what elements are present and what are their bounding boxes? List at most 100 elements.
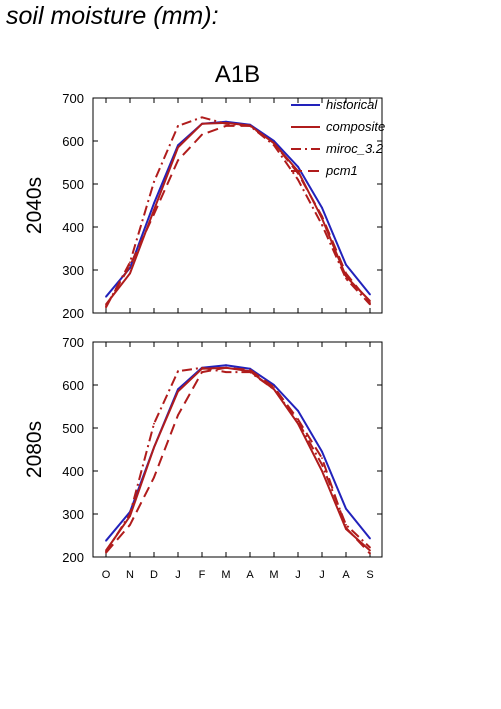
x-tick-label: M — [221, 569, 230, 581]
data-point-miroc-3-2 — [345, 277, 347, 280]
legend-label-miroc-3-2: miroc_3.2 — [326, 141, 384, 156]
data-point-historical — [297, 409, 299, 412]
data-point-composite — [129, 272, 131, 275]
data-point-miroc-3-2 — [201, 366, 203, 369]
data-point-historical — [105, 539, 107, 542]
data-point-pcm1 — [153, 476, 155, 479]
data-point-miroc-3-2 — [153, 422, 155, 425]
series-line-miroc-3-2 — [105, 366, 371, 553]
data-point-miroc-3-2 — [225, 122, 227, 125]
data-point-pcm1 — [345, 526, 347, 529]
series-line-pcm1 — [105, 124, 371, 307]
data-point-historical — [369, 293, 371, 296]
data-point-pcm1 — [345, 272, 347, 275]
x-tick-label: N — [126, 569, 134, 581]
panel-2080s: 200 300 400 500 600 700 O N D J F M A M J J A S 2080s — [23, 335, 383, 581]
y-tick-label: 700 — [62, 91, 84, 106]
x-tick-label: J — [295, 569, 301, 581]
legend-label-composite: composite — [326, 119, 385, 134]
data-point-pcm1 — [129, 523, 131, 526]
chart-panels: 200 300 400 500 600 700 2040s historical composi… — [23, 91, 385, 581]
data-point-miroc-3-2 — [177, 370, 179, 373]
data-point-miroc-3-2 — [321, 224, 323, 226]
x-tick-label: F — [199, 569, 206, 581]
data-point-miroc-3-2 — [177, 125, 179, 127]
data-point-miroc-3-2 — [369, 303, 371, 306]
y-tick-label: 500 — [62, 177, 84, 192]
data-point-composite — [369, 549, 371, 552]
x-tick-label: A — [246, 569, 254, 581]
data-point-pcm1 — [369, 302, 371, 304]
data-point-pcm1 — [297, 172, 299, 175]
panel-2040s: 200 300 400 500 600 700 2040s historical composi… — [23, 91, 385, 321]
legend: historical composite miroc_3.2 pcm1 — [291, 97, 385, 178]
y-tick-label: 200 — [62, 550, 84, 565]
row-label-2040s: 2040s — [23, 177, 46, 234]
data-point-pcm1 — [321, 457, 323, 459]
data-point-miroc-3-2 — [369, 546, 371, 549]
data-point-pcm1 — [249, 125, 251, 127]
data-point-miroc-3-2 — [321, 463, 323, 466]
data-point-composite — [153, 208, 155, 211]
data-point-miroc-3-2 — [129, 261, 131, 264]
series-line-pcm1 — [105, 366, 371, 555]
data-point-miroc-3-2 — [249, 371, 251, 373]
data-point-pcm1 — [105, 551, 107, 554]
data-point-historical — [153, 202, 155, 205]
data-point-historical — [225, 364, 227, 367]
y-tick-label: 400 — [62, 464, 84, 479]
data-point-pcm1 — [105, 305, 107, 307]
data-point-composite — [345, 275, 347, 278]
y-tick-label: 200 — [62, 306, 84, 321]
data-point-pcm1 — [225, 366, 227, 369]
row-label-2080s: 2080s — [23, 421, 46, 478]
data-point-pcm1 — [201, 371, 203, 373]
data-point-miroc-3-2 — [105, 306, 107, 309]
x-tick-label: A — [342, 569, 350, 581]
data-point-historical — [321, 450, 323, 453]
data-point-composite — [177, 146, 179, 149]
y-tick-label: 400 — [62, 220, 84, 235]
y-tick-label: 600 — [62, 134, 84, 149]
data-point-pcm1 — [201, 133, 203, 136]
plot-frame — [92, 341, 383, 558]
data-point-pcm1 — [273, 142, 275, 145]
series-line-miroc-3-2 — [105, 116, 371, 308]
data-point-miroc-3-2 — [129, 513, 131, 515]
data-point-miroc-3-2 — [201, 116, 203, 119]
data-point-miroc-3-2 — [273, 388, 275, 391]
data-point-historical — [345, 507, 347, 510]
y-tick-label: 300 — [62, 507, 84, 522]
data-point-composite — [177, 390, 179, 393]
data-point-pcm1 — [297, 418, 299, 421]
data-point-miroc-3-2 — [225, 371, 227, 373]
data-point-historical — [321, 206, 323, 209]
data-point-historical — [369, 537, 371, 540]
y-tick-label: 600 — [62, 378, 84, 393]
data-point-pcm1 — [177, 414, 179, 416]
legend-label-pcm1: pcm1 — [325, 163, 358, 178]
data-point-historical — [297, 165, 299, 168]
data-point-pcm1 — [225, 125, 227, 127]
data-point-composite — [321, 470, 323, 472]
x-tick-label: S — [366, 569, 373, 581]
x-tick-label: J — [175, 569, 181, 581]
data-point-miroc-3-2 — [153, 180, 155, 183]
y-tick-label: 300 — [62, 263, 84, 278]
data-point-pcm1 — [129, 264, 131, 267]
chart-title: A1B — [215, 61, 260, 88]
data-point-historical — [273, 384, 275, 386]
figure-heading: soil moisture (mm): — [6, 2, 219, 30]
x-tick-label: M — [269, 569, 278, 581]
data-point-miroc-3-2 — [297, 178, 299, 181]
data-point-composite — [201, 122, 203, 125]
y-tick-label: 500 — [62, 421, 84, 436]
x-tick-label: J — [319, 569, 325, 581]
data-point-pcm1 — [249, 369, 251, 371]
data-point-historical — [273, 140, 275, 142]
data-point-pcm1 — [321, 215, 323, 218]
data-point-miroc-3-2 — [345, 523, 347, 526]
data-point-pcm1 — [273, 386, 275, 388]
data-point-composite — [153, 446, 155, 449]
